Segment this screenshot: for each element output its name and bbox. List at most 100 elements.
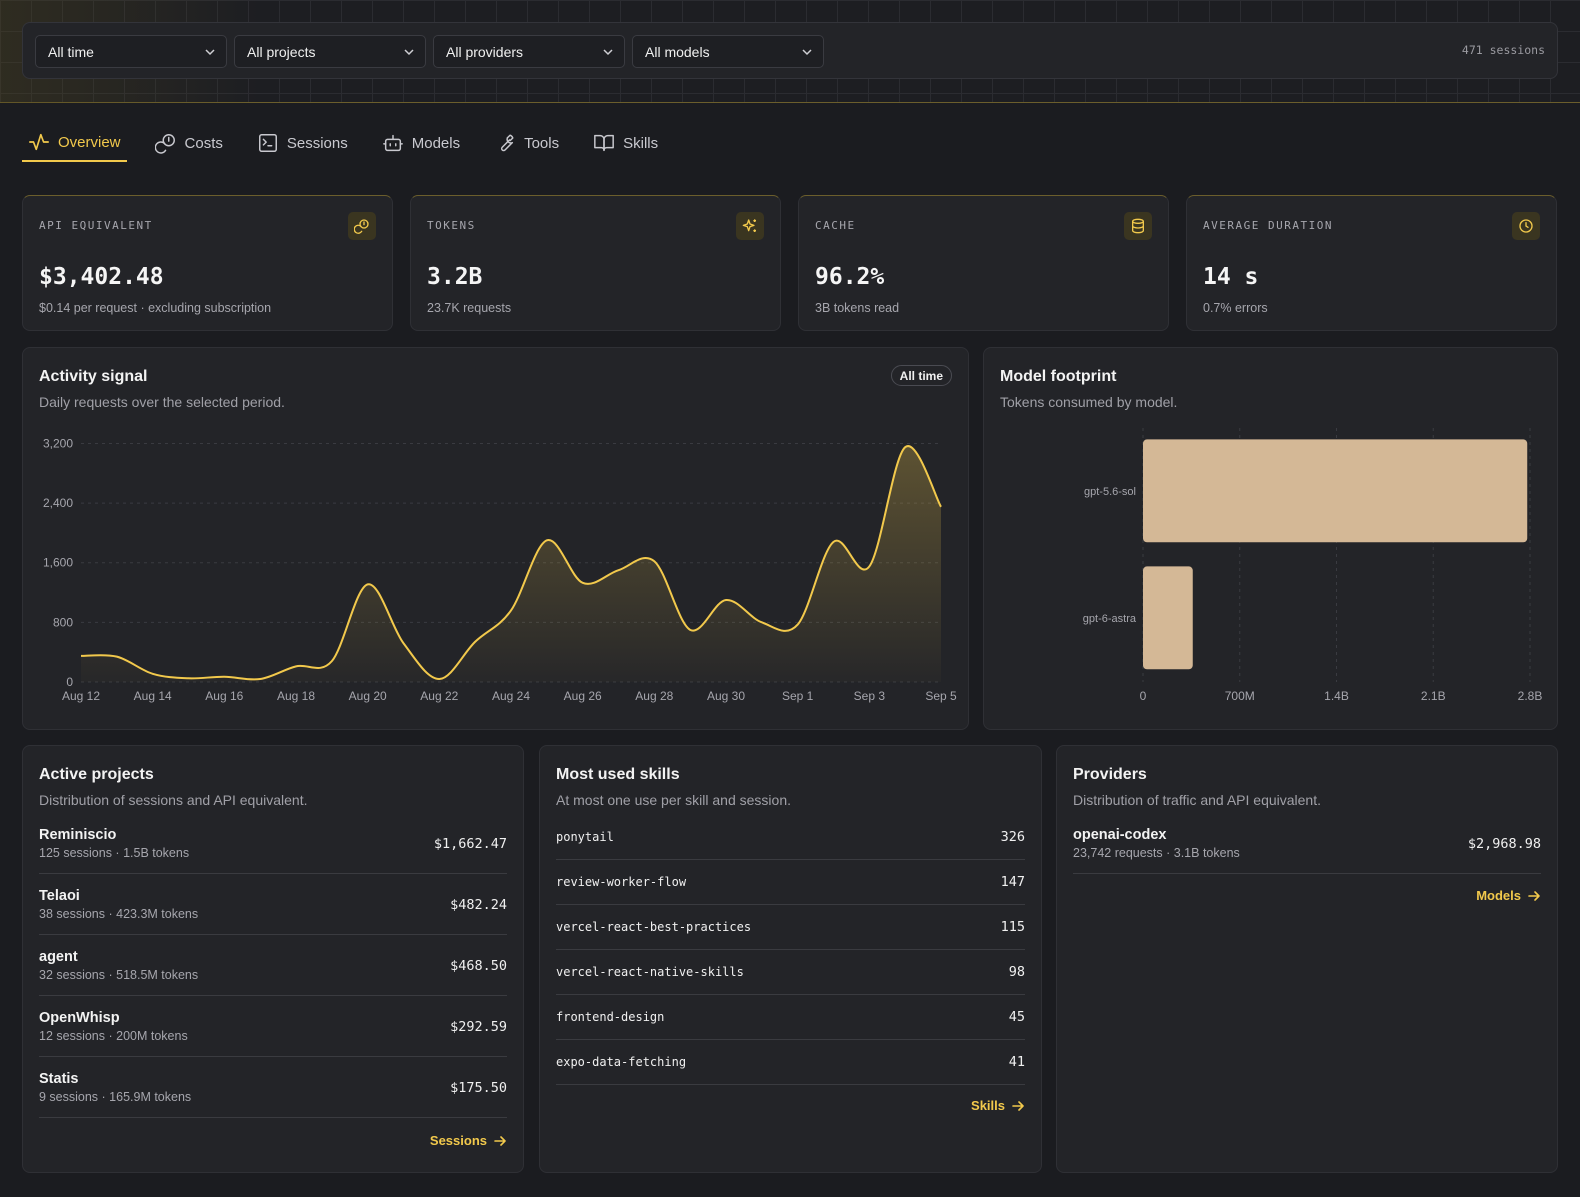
project-row[interactable]: agent 32 sessions · 518.5M tokens $468.5… (39, 949, 507, 996)
time-filter-value: All time (48, 43, 94, 60)
activity-area (81, 446, 941, 682)
panel-title: Most used skills (556, 766, 680, 783)
models-link[interactable]: Models (1476, 888, 1541, 903)
stat-value: 96.2% (815, 264, 885, 290)
stat-card-average-duration: AVERAGE DURATION 14 s 0.7% errors (1186, 195, 1557, 331)
panel-title: Activity signal (39, 368, 148, 385)
skill-row[interactable]: vercel-react-native-skills 98 (556, 950, 1025, 995)
x-tick-label: Aug 20 (349, 689, 387, 703)
skill-count: 41 (1008, 1054, 1025, 1070)
tab-models[interactable]: Models (376, 124, 466, 162)
panel-title: Providers (1073, 766, 1147, 783)
x-tick-label: Aug 24 (492, 689, 530, 703)
time-range-badge: All time (890, 365, 952, 386)
project-meta: 12 sessions · 200M tokens (39, 1029, 188, 1043)
provider-filter-select[interactable]: All providers (433, 35, 625, 68)
tab-label: Costs (184, 134, 223, 152)
x-tick-label: 1.4B (1324, 689, 1349, 703)
tab-label: Overview (58, 133, 121, 151)
x-tick-label: Aug 14 (134, 689, 172, 703)
project-meta: 32 sessions · 518.5M tokens (39, 968, 199, 982)
x-tick-label: Aug 26 (564, 689, 602, 703)
tab-bar: Overview Costs Sessions Models Tools Ski… (22, 124, 686, 164)
skill-row[interactable]: expo-data-fetching 41 (556, 1040, 1025, 1085)
model-footprint-chart: 0 700M 1.4B 2.1B 2.8B gpt-5.6-sol gpt-6-astra (1083, 428, 1543, 703)
x-tick-label: Aug 16 (205, 689, 243, 703)
x-tick-label: Aug 22 (420, 689, 458, 703)
sessions-link[interactable]: Sessions (430, 1133, 507, 1148)
stat-value: 14 s (1203, 264, 1259, 290)
project-name: Statis (39, 1071, 79, 1087)
skill-name: frontend-design (556, 1010, 665, 1024)
x-tick-label: Sep 1 (782, 689, 814, 703)
model-filter-value: All models (645, 43, 710, 60)
clock-icon (1512, 212, 1540, 240)
stat-sub: 23.7K requests (427, 301, 512, 315)
panel-subtitle: Distribution of sessions and API equival… (39, 792, 308, 808)
database-icon (1124, 212, 1152, 240)
activity-chart: 0 800 1,600 2,400 3,200 Aug 12 Aug 14 Aug 16 Aug… (43, 436, 957, 703)
panel-title: Active projects (39, 766, 154, 783)
x-tick-label: Sep 3 (854, 689, 886, 703)
bot-icon (382, 134, 403, 152)
tab-costs[interactable]: Costs (149, 124, 229, 162)
most-used-skills-panel: Most used skills At most one use per ski… (539, 745, 1042, 1173)
activity-line (80, 445, 942, 681)
stat-sub: 3B tokens read (815, 301, 900, 315)
panel-subtitle: Tokens consumed by model. (1000, 394, 1178, 410)
activity-icon (29, 133, 49, 151)
x-tick-label: 700M (1225, 689, 1255, 703)
y-tick-label: 2,400 (43, 496, 73, 510)
skill-count: 326 (1000, 829, 1025, 845)
project-row[interactable]: OpenWhisp 12 sessions · 200M tokens $292… (39, 1010, 507, 1057)
skill-row[interactable]: vercel-react-best-practices 115 (556, 905, 1025, 950)
tab-label: Skills (623, 134, 659, 152)
book-open-icon (594, 134, 615, 152)
skill-name: vercel-react-native-skills (556, 965, 744, 979)
stat-label: CACHE (815, 219, 856, 232)
x-tick-label: Aug 30 (707, 689, 745, 703)
project-cost: $175.50 (450, 1080, 507, 1096)
skill-row[interactable]: ponytail 326 (556, 815, 1025, 860)
providers-panel: Providers Distribution of traffic and AP… (1056, 745, 1558, 1173)
skills-link[interactable]: Skills (971, 1098, 1025, 1113)
stat-sub: 0.7% errors (1203, 301, 1268, 315)
skill-name: ponytail (556, 830, 614, 844)
skill-row[interactable]: review-worker-flow 147 (556, 860, 1025, 905)
coins-icon (348, 212, 376, 240)
tab-overview[interactable]: Overview (22, 124, 127, 162)
y-tick-label: 0 (66, 675, 73, 689)
x-tick-label: 2.8B (1518, 689, 1543, 703)
model-filter-select[interactable]: All models (632, 35, 824, 68)
project-filter-value: All projects (247, 43, 316, 60)
provider-row[interactable]: openai-codex 23,742 requests · 3.1B toke… (1073, 827, 1541, 874)
panel-subtitle: At most one use per skill and session. (556, 792, 792, 808)
wrench-icon (501, 134, 514, 152)
tab-tools[interactable]: Tools (488, 124, 565, 162)
project-row[interactable]: Statis 9 sessions · 165.9M tokens $175.5… (39, 1071, 507, 1118)
x-tick-label: 2.1B (1421, 689, 1446, 703)
arrow-right-icon (494, 1135, 506, 1146)
tab-label: Models (411, 134, 461, 152)
chevron-down-icon (802, 49, 812, 56)
tab-skills[interactable]: Skills (587, 124, 664, 162)
stat-label: API EQUIVALENT (39, 219, 153, 232)
stat-sub: $0.14 per request · excluding subscripti… (39, 301, 272, 315)
project-row[interactable]: Telaoi 38 sessions · 423.3M tokens $482.… (39, 888, 507, 935)
y-tick-label: 1,600 (43, 556, 73, 570)
project-meta: 9 sessions · 165.9M tokens (39, 1090, 192, 1104)
project-filter-select[interactable]: All projects (234, 35, 426, 68)
chevron-down-icon (404, 49, 414, 56)
skill-name: expo-data-fetching (556, 1055, 687, 1069)
skill-count: 147 (1000, 874, 1025, 890)
time-filter-select[interactable]: All time (35, 35, 227, 68)
provider-name: openai-codex (1073, 827, 1167, 843)
project-cost: $482.24 (450, 897, 507, 913)
link-label: Sessions (429, 1133, 487, 1148)
provider-cost: $2,968.98 (1467, 836, 1541, 852)
tab-sessions[interactable]: Sessions (251, 124, 354, 162)
project-row[interactable]: Reminiscio 125 sessions · 1.5B tokens $1… (39, 827, 507, 874)
skill-row[interactable]: frontend-design 45 (556, 995, 1025, 1040)
skill-name: review-worker-flow (556, 875, 687, 889)
model-category-label: gpt-6-astra (1083, 613, 1137, 625)
